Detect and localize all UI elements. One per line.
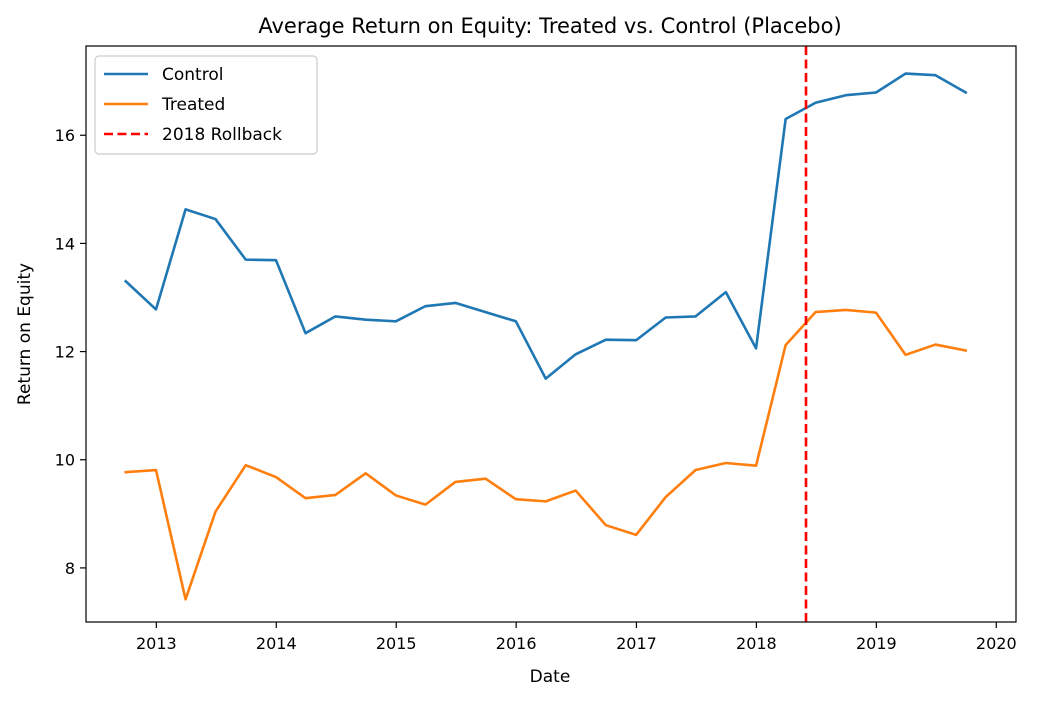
series-line-treated (124, 308, 968, 601)
x-tick-label: 2014 (256, 634, 297, 653)
x-tick-label: 2015 (376, 634, 417, 653)
legend-label-0: Control (162, 65, 223, 85)
y-tick-label: 10 (55, 451, 75, 470)
legend-label-2: 2018 Rollback (162, 125, 282, 145)
x-axis-label: Date (530, 667, 571, 687)
legend-label-1: Treated (161, 95, 225, 115)
x-tick-label: 2013 (136, 634, 177, 653)
plot-frame (85, 45, 1017, 623)
y-tick-label: 16 (55, 126, 75, 145)
x-tick-label: 2017 (616, 634, 657, 653)
legend-box (94, 55, 318, 155)
y-tick-label: 14 (55, 234, 75, 253)
x-tick-label: 2018 (736, 634, 777, 653)
x-tick-label: 2020 (976, 634, 1017, 653)
series-line-control (123, 72, 968, 380)
plot-area (123, 46, 968, 622)
y-tick-label: 12 (55, 343, 75, 362)
y-axis-label: Return on Equity (15, 263, 35, 405)
y-tick-label: 8 (65, 559, 75, 578)
x-tick-label: 2019 (856, 634, 897, 653)
legend: Control Treated 2018 Rollback (94, 55, 318, 155)
y-axis: 8 10 12 14 16 (55, 126, 86, 578)
x-tick-label: 2016 (496, 634, 537, 653)
chart-title: Average Return on Equity: Treated vs. Co… (258, 14, 841, 38)
x-axis: 2013 2014 2015 2016 2017 2018 2019 2020 (136, 622, 1017, 653)
